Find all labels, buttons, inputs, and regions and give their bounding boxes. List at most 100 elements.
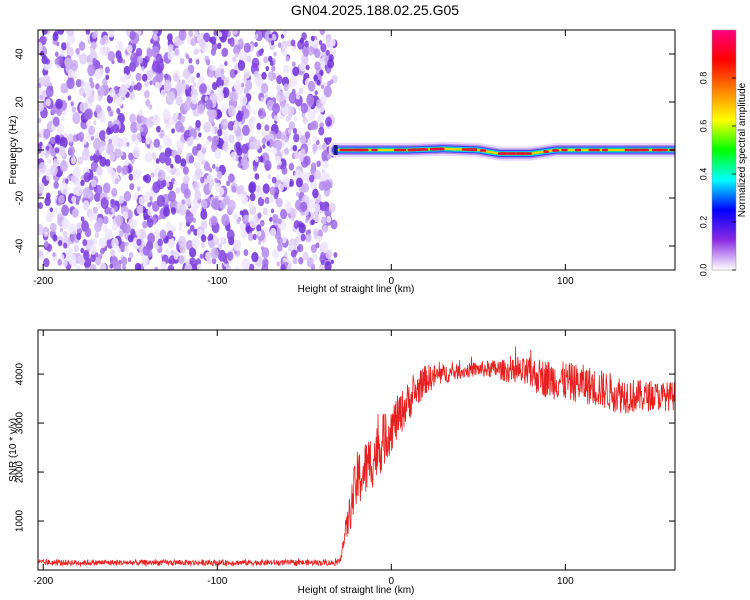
noise-blob	[192, 174, 198, 182]
noise-blob	[88, 212, 95, 222]
noise-blob	[272, 213, 279, 224]
noise-blob	[38, 224, 42, 231]
noise-blob	[254, 156, 259, 163]
noise-blob	[253, 266, 259, 270]
noise-blob	[320, 259, 325, 266]
noise-blob	[55, 136, 61, 144]
noise-blob	[235, 266, 240, 270]
noise-blob	[288, 121, 295, 130]
noise-blob	[310, 219, 315, 226]
noise-blob	[116, 40, 124, 52]
noise-blob	[45, 98, 51, 107]
noise-blob	[213, 30, 217, 36]
noise-blob	[320, 216, 327, 225]
noise-blob	[287, 105, 295, 117]
noise-blob	[76, 265, 82, 270]
noise-blob	[226, 229, 235, 241]
noise-blob	[102, 224, 108, 232]
noise-blob	[82, 200, 90, 210]
noise-blob	[222, 76, 230, 87]
noise-blob	[53, 181, 59, 189]
noise-blob	[76, 222, 81, 230]
noise-blob	[228, 173, 235, 183]
snr-x-tick-label: 100	[557, 576, 574, 587]
noise-blob	[240, 82, 245, 88]
noise-blob	[208, 70, 214, 78]
noise-blob	[310, 162, 317, 171]
noise-blob	[206, 139, 211, 146]
noise-blob	[174, 49, 179, 56]
noise-blob	[62, 110, 67, 116]
noise-blob	[288, 92, 297, 104]
noise-blob	[72, 166, 81, 179]
noise-blob	[86, 119, 92, 128]
noise-blob	[82, 92, 87, 98]
noise-blob	[82, 187, 91, 199]
noise-blob	[43, 258, 50, 268]
noise-blob	[108, 138, 113, 145]
colorbar-tick-label: 0.4	[698, 168, 708, 181]
noise-blob	[308, 110, 316, 121]
noise-blob	[105, 143, 114, 155]
noise-blob	[59, 227, 64, 233]
noise-blob	[313, 212, 320, 223]
noise-blob	[50, 222, 57, 233]
noise-blob	[217, 42, 222, 50]
noise-blob	[261, 246, 265, 251]
noise-blob	[177, 147, 183, 156]
noise-blob	[119, 84, 128, 96]
noise-blob	[193, 48, 199, 56]
spectrogram-x-tick-label: -100	[207, 276, 227, 287]
noise-blob	[323, 160, 329, 169]
noise-blob	[318, 40, 323, 46]
noise-blob	[203, 121, 211, 133]
noise-blob	[74, 189, 79, 196]
noise-blob	[107, 120, 113, 128]
noise-blob	[145, 136, 151, 145]
spectrogram-noise	[38, 30, 338, 270]
noise-blob	[202, 201, 208, 210]
noise-blob	[159, 229, 167, 240]
noise-blob	[167, 91, 175, 103]
noise-blob	[92, 238, 98, 246]
noise-blob	[136, 238, 142, 246]
noise-blob	[248, 263, 255, 270]
noise-blob	[60, 160, 68, 172]
noise-blob	[194, 190, 202, 201]
noise-blob	[264, 124, 270, 132]
noise-blob	[115, 214, 124, 226]
noise-blob	[260, 221, 265, 227]
noise-blob	[111, 134, 120, 146]
noise-blob	[300, 148, 306, 156]
noise-blob	[288, 128, 292, 134]
noise-blob	[238, 184, 245, 194]
noise-blob	[233, 212, 239, 220]
signal-start	[333, 145, 338, 155]
noise-blob	[163, 206, 171, 217]
noise-blob	[196, 143, 202, 151]
noise-blob	[118, 195, 125, 204]
noise-blob	[320, 94, 327, 105]
noise-blob	[311, 39, 319, 49]
noise-blob	[240, 157, 248, 168]
noise-blob	[38, 117, 42, 124]
noise-blob	[168, 190, 176, 202]
noise-blob	[112, 223, 118, 231]
noise-blob	[276, 84, 282, 92]
noise-blob	[98, 147, 103, 154]
noise-blob	[93, 138, 101, 150]
noise-blob	[66, 42, 70, 48]
noise-blob	[295, 177, 303, 188]
noise-blob	[200, 220, 208, 230]
noise-blob	[278, 160, 282, 166]
noise-blob	[54, 147, 60, 154]
noise-blob	[163, 79, 172, 92]
noise-blob	[137, 230, 141, 236]
noise-blob	[147, 144, 151, 149]
colorbar-tick-label: 0.6	[698, 120, 708, 133]
noise-blob	[60, 254, 65, 260]
noise-blob	[257, 230, 262, 237]
noise-blob	[222, 142, 229, 152]
noise-blob	[234, 52, 239, 59]
